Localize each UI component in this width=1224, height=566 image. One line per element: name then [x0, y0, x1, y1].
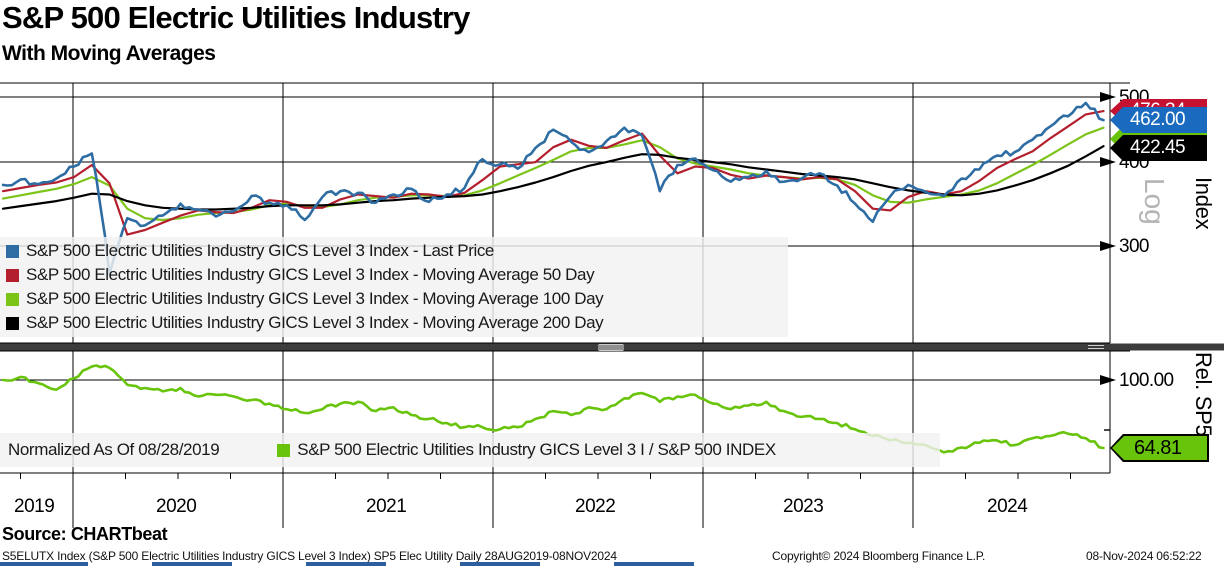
security-description: S5ELUTX Index (S&P 500 Electric Utilitie… — [2, 549, 617, 563]
ma50-swatch-icon — [6, 268, 19, 282]
legend-label: S&P 500 Electric Utilities Industry GICS… — [26, 265, 595, 284]
legend-item-ma100[interactable]: S&P 500 Electric Utilities Industry GICS… — [0, 287, 788, 311]
panel-splitter-handle[interactable] — [598, 344, 624, 351]
xtick-2020: 2020 — [156, 496, 197, 517]
tick-arrow-icon — [1100, 157, 1116, 167]
ma200-price-badge: 422.45 — [1110, 135, 1207, 161]
panel-splitter-grip-icon[interactable] — [1088, 345, 1104, 350]
lower-legend: Normalized As Of 08/28/2019 S&P 500 Elec… — [0, 433, 940, 467]
legend-item-last-price[interactable]: S&P 500 Electric Utilities Industry GICS… — [0, 239, 788, 263]
legend-label: S&P 500 Electric Utilities Industry GICS… — [297, 440, 776, 459]
tick-arrow-icon — [1100, 241, 1116, 251]
bottom-toolbar-fragment — [306, 562, 386, 566]
bottom-toolbar-fragment — [460, 562, 540, 566]
relative-value-badge-text: 64.81 — [1112, 436, 1207, 460]
source-label: Source: CHARTbeat — [2, 524, 168, 544]
bottom-toolbar-fragment — [152, 562, 232, 566]
legend-label: S&P 500 Electric Utilities Industry GICS… — [26, 241, 494, 260]
tick-arrow-icon — [1100, 92, 1116, 102]
main-legend: S&P 500 Electric Utilities Industry GICS… — [0, 237, 788, 337]
render-timestamp: 08-Nov-2024 06:52:22 — [1086, 549, 1202, 563]
ytick-300: 300 — [1119, 236, 1150, 257]
last-price-swatch-icon — [6, 244, 19, 258]
xtick-2023: 2023 — [783, 496, 824, 517]
index-axis-label: Index — [1191, 177, 1216, 230]
xtick-2021: 2021 — [366, 496, 407, 517]
bottom-toolbar-fragment — [0, 562, 88, 566]
legend-label: S&P 500 Electric Utilities Industry GICS… — [26, 313, 604, 332]
line-last-price — [1, 101, 1105, 276]
xtick-2022: 2022 — [575, 496, 616, 517]
log-scale-label: Log — [1139, 178, 1170, 225]
xtick-2019: 2019 — [14, 496, 55, 517]
ytick-100: 100.00 — [1119, 370, 1174, 391]
legend-label: S&P 500 Electric Utilities Industry GICS… — [26, 289, 604, 308]
relative-value-badge: 64.81 — [1110, 434, 1209, 462]
copyright-notice: Copyright© 2024 Bloomberg Finance L.P. — [772, 549, 986, 563]
rel-sp5-axis-label: Rel. SP5 — [1191, 352, 1216, 437]
legend-item-relative[interactable]: S&P 500 Electric Utilities Industry GICS… — [277, 438, 776, 462]
xtick-2024: 2024 — [987, 496, 1028, 517]
ma100-swatch-icon — [6, 292, 19, 306]
page-title: S&P 500 Electric Utilities Industry — [2, 0, 470, 35]
relative-swatch-icon — [277, 443, 291, 457]
normalized-as-of-label: Normalized As Of 08/28/2019 — [8, 440, 220, 459]
legend-item-ma200[interactable]: S&P 500 Electric Utilities Industry GICS… — [0, 311, 788, 335]
bottom-toolbar-fragment — [614, 562, 694, 566]
page-subtitle: With Moving Averages — [2, 42, 216, 65]
tick-arrow-icon — [1100, 375, 1116, 385]
ma200-swatch-icon — [6, 316, 19, 330]
line-ma100 — [1, 126, 1105, 222]
legend-item-ma50[interactable]: S&P 500 Electric Utilities Industry GICS… — [0, 263, 788, 287]
last-price-badge: 462.00 — [1110, 107, 1207, 133]
line-ma200 — [1, 145, 1105, 211]
